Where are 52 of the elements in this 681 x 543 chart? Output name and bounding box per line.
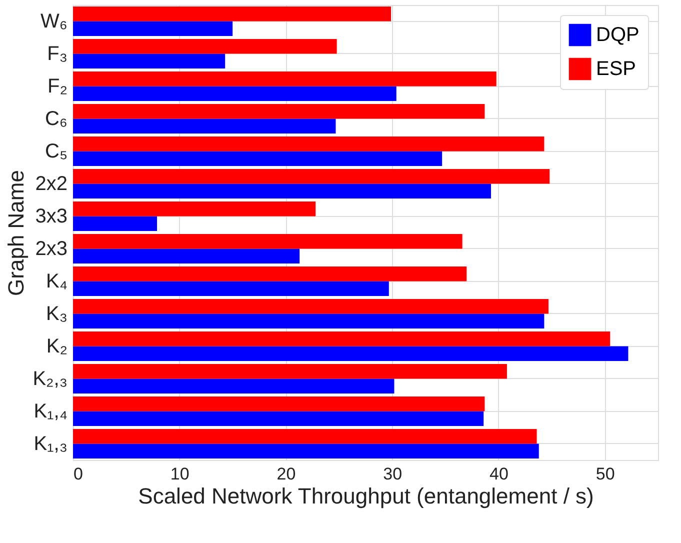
x-tick-label: 20	[276, 464, 296, 484]
bar	[73, 281, 389, 296]
y-tick-label: 2x2	[35, 172, 68, 195]
x-axis-title: Scaled Network Throughput (entanglement / s)	[138, 484, 594, 508]
y-tick-label: K₃	[46, 302, 68, 325]
bar	[73, 151, 442, 166]
x-tick-label: 50	[596, 464, 615, 484]
x-tick-label: 30	[383, 464, 402, 484]
bar	[73, 21, 233, 36]
bar	[73, 378, 394, 394]
y-tick-label: K₁,₃	[34, 432, 68, 455]
y-tick-label: K₂,₃	[32, 368, 68, 390]
bar	[73, 118, 336, 134]
bar	[73, 248, 300, 264]
bar	[73, 298, 548, 314]
bar	[73, 331, 610, 346]
bar	[73, 234, 462, 249]
bar	[73, 201, 316, 216]
y-tick-label: K₁,₄	[34, 400, 68, 422]
y-tick-label: W₆	[40, 10, 68, 32]
bar	[73, 71, 496, 86]
x-tick-label: 40	[489, 464, 508, 484]
y-tick-label: F₃	[47, 42, 68, 65]
bar	[73, 428, 537, 444]
bar	[73, 314, 544, 329]
bar	[73, 396, 485, 412]
x-tick-label: 0	[74, 464, 83, 484]
bar	[73, 104, 485, 119]
bar	[73, 54, 226, 69]
legend-label: DQP	[596, 24, 640, 46]
bar	[73, 168, 550, 184]
bar	[73, 411, 484, 426]
y-axis-title: Graph Name	[4, 170, 29, 296]
y-tick-label: C₅	[45, 140, 68, 162]
bar	[73, 216, 158, 232]
y-tick-label: C₆	[44, 108, 68, 130]
bar	[73, 346, 628, 362]
bar	[73, 86, 396, 102]
x-tick-label: 10	[170, 464, 190, 484]
y-tick-label: F₂	[48, 75, 68, 98]
y-tick-label: 2x3	[35, 238, 68, 260]
legend-label: ESP	[596, 58, 636, 80]
y-tick-label: K₂	[46, 335, 68, 358]
bar	[73, 136, 544, 152]
bar	[73, 184, 492, 199]
bar	[73, 38, 337, 54]
bar	[73, 444, 539, 459]
y-tick-label: K₄	[46, 270, 68, 292]
bar	[73, 266, 467, 282]
bar	[73, 6, 392, 22]
y-tick-label: 3x3	[35, 205, 68, 228]
bar	[73, 364, 507, 379]
